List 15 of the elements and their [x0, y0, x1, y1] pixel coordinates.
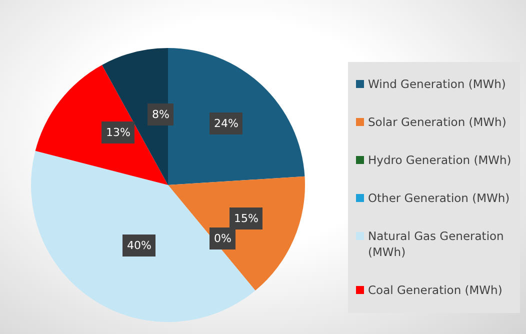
legend-label: Natural Gas Generation (MWh) — [368, 228, 505, 260]
data-label: 40% — [127, 239, 152, 252]
legend-label: Solar Generation (MWh) — [368, 114, 506, 130]
text: 0% — [214, 232, 232, 245]
legend-label: Wind Generation (MWh) — [368, 76, 506, 92]
data-label: 15% — [234, 212, 258, 225]
legend-label: Other Generation (MWh) — [368, 190, 510, 206]
legend-label: Hydro Generation (MWh) — [368, 152, 512, 168]
data-label: 13% — [106, 126, 130, 139]
pie-slice — [35, 64, 168, 185]
data-label: 24% — [214, 117, 238, 130]
data-label: 8% — [152, 108, 170, 121]
pie-slice — [102, 48, 168, 185]
legend-label: Coal Generation (MWh) — [368, 282, 502, 298]
pie-slice — [168, 48, 305, 185]
